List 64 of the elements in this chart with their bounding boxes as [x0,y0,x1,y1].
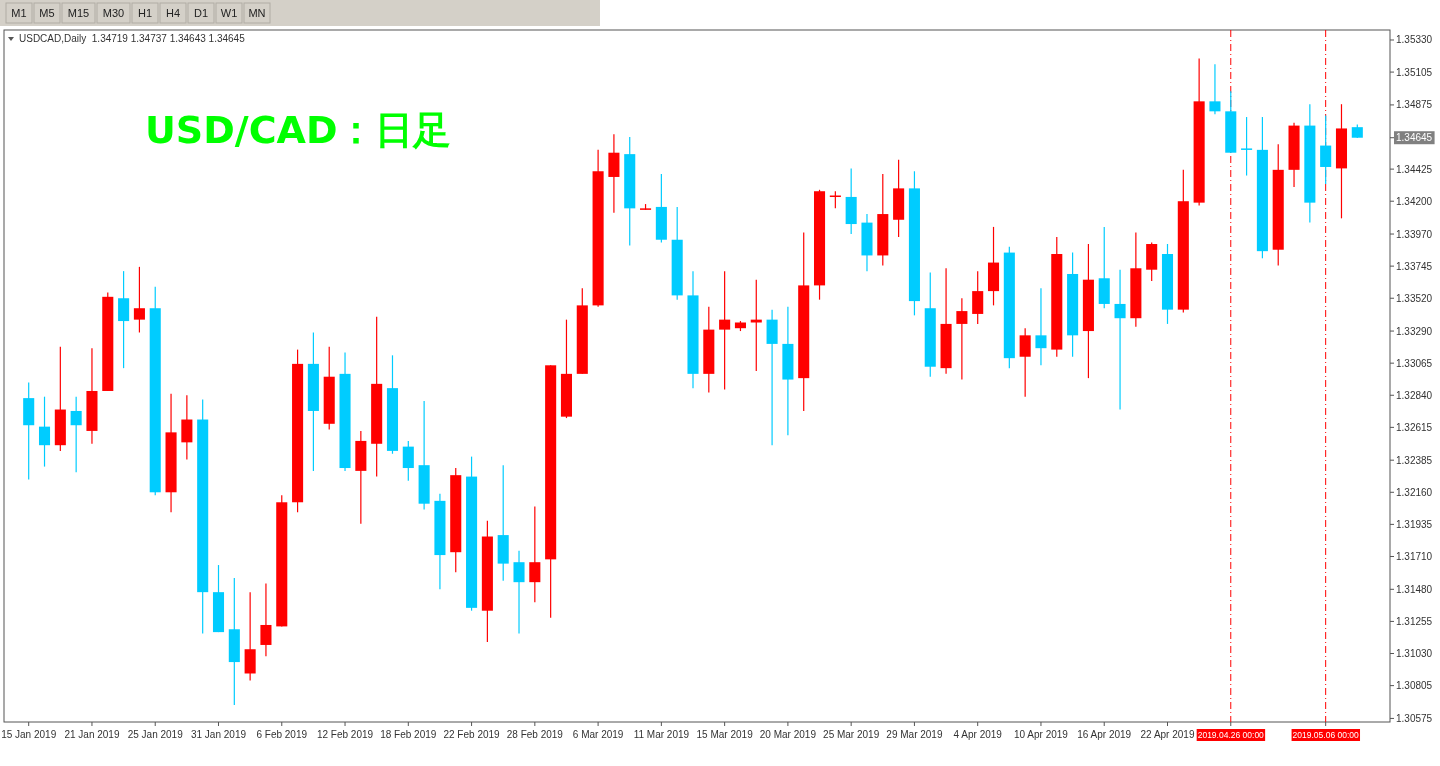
x-tick-label: 4 Apr 2019 [953,729,1003,740]
x-tick-label: 10 Apr 2019 [1014,729,1069,740]
candlestick [1320,115,1332,185]
y-tick-label: 1.31030 [1396,648,1433,660]
x-tick-label: 6 Mar 2019 [572,729,624,740]
y-tick-label: 1.33745 [1396,260,1433,272]
y-tick-label: 1.31255 [1396,615,1433,627]
y-tick-label: 1.34200 [1396,195,1433,207]
x-tick-label: 21 Jan 2019 [64,729,120,740]
x-tick-label: 31 Jan 2019 [190,729,247,740]
candlestick [513,550,525,635]
x-tick-label: 15 Jan 2019 [1,729,57,740]
y-tick-label: 1.33970 [1396,228,1433,240]
x-tick-label: 6 Feb 2019 [256,729,308,740]
y-tick-label: 1.32615 [1396,421,1433,433]
y-tick-label: 1.35330 [1396,34,1433,46]
text: USD/CAD：日足 [145,108,452,152]
y-tick-label: 1.31480 [1396,583,1433,595]
y-tick-label: 1.32385 [1396,454,1433,466]
y-tick-label: 1.34645 [1396,132,1433,144]
y-tick-label: 1.33520 [1396,292,1433,304]
candlestick [1019,327,1031,398]
candlestick [402,440,414,482]
y-tick-label: 1.30805 [1396,680,1433,692]
candlestick [972,270,984,325]
x-tick-label: 20 Mar 2019 [759,729,817,740]
x-tick-label: 28 Feb 2019 [506,729,564,740]
candlestick [529,505,541,603]
y-tick-label: 1.33290 [1396,325,1433,337]
candlestick [1209,63,1221,115]
candlestick [1241,116,1253,177]
x-tick-label: 16 Apr 2019 [1077,729,1132,740]
y-tick-label: 1.34425 [1396,163,1433,175]
y-tick-label: 1.33065 [1396,357,1433,369]
y-tick-label: 1.34875 [1396,99,1433,111]
candlestick [70,396,82,473]
x-tick-label: 22 Feb 2019 [443,729,501,740]
x-tick-label: 29 Mar 2019 [886,729,943,740]
candlestick [1035,287,1047,366]
candlestick [719,270,731,391]
y-tick-label: 1.31935 [1396,518,1433,530]
chart-subtitle: USDCAD,Daily 1.34719 1.34737 1.34643 1.34645 [19,33,246,44]
candlestick [118,270,130,369]
y-tick-label: 1.32840 [1396,389,1433,401]
y-tick-label: 1.31710 [1396,550,1433,562]
x-tick-label: 18 Feb 2019 [380,729,437,740]
x-tick-label: 12 Feb 2019 [316,729,374,740]
y-tick-label: 1.35105 [1396,66,1433,78]
candlestick [1114,269,1126,411]
x-tick-label: 2019.04.26 00:00 [1197,730,1265,740]
x-tick-label: 22 Apr 2019 [1140,729,1195,740]
y-tick-label: 1.32160 [1396,486,1433,498]
x-tick-label: 2019.05.06 00:00 [1292,730,1360,740]
x-tick-label: 15 Mar 2019 [696,729,754,740]
candlestick [38,396,51,468]
candlestick [956,297,968,381]
candlestick [260,583,272,657]
candlestick [181,394,193,461]
x-tick-label: 25 Jan 2019 [127,729,184,740]
y-tick-label: 1.30575 [1396,712,1433,724]
x-tick-label: 25 Mar 2019 [823,729,880,740]
x-tick-label: 11 Mar 2019 [633,729,690,740]
candlestick [133,266,145,334]
timeframe-toolbar: M1 M5 M15 M30 H1 H4 D1 W1 MN [0,0,600,26]
